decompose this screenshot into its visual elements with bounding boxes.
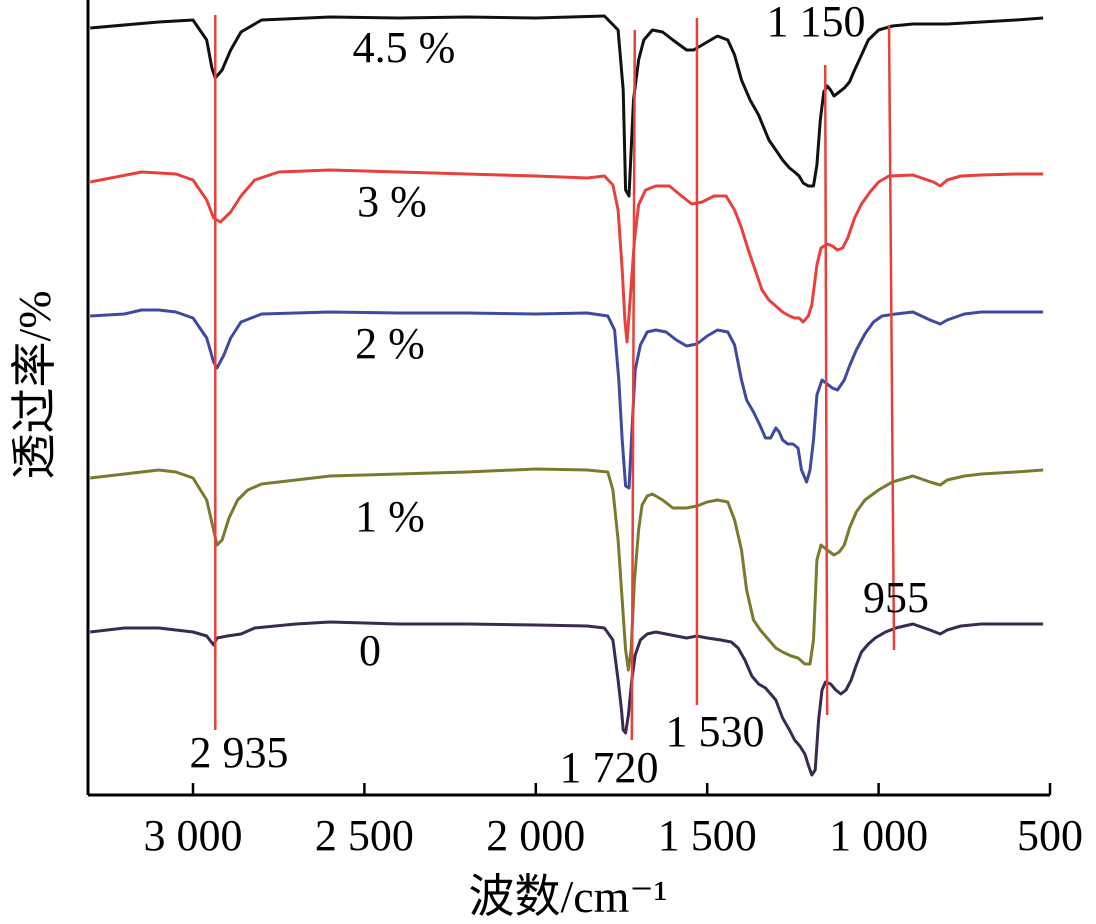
series-label: 3 % (357, 177, 427, 226)
x-tick-label: 1 500 (658, 811, 757, 860)
reference-line-1150 (823, 64, 829, 716)
series-line-1 (89, 168, 1044, 344)
y-axis-title: 透过率/% (9, 290, 60, 479)
x-tick-label: 500 (1017, 811, 1083, 860)
peak-label: 2 935 (190, 728, 289, 777)
x-tick-label: 3 000 (144, 811, 243, 860)
reference-lines (214, 15, 896, 741)
peak-label: 1 720 (560, 743, 659, 792)
series-line-4 (90, 620, 1044, 777)
series-label: 1 % (355, 492, 425, 541)
series-label: 0 (359, 626, 381, 675)
peak-label: 1 530 (666, 707, 765, 756)
series-layer (89, 14, 1044, 777)
peak-label: 955 (863, 573, 929, 622)
series-label: 2 % (355, 319, 425, 368)
series-line-3 (90, 467, 1044, 672)
x-tick-label: 2 500 (315, 811, 414, 860)
series-line-0 (90, 14, 1044, 198)
x-ticks: 3 000 2 500 2 000 1 500 1 000 500 (144, 783, 1083, 860)
peak-label: 1 150 (767, 0, 866, 46)
series-line-2 (90, 308, 1044, 490)
axes (86, 0, 1050, 797)
x-tick-label: 1 000 (829, 811, 928, 860)
reference-line-1720 (630, 29, 637, 741)
x-axis-title: 波数/cm⁻¹ (468, 871, 667, 922)
x-tick-label: 2 000 (486, 811, 585, 860)
series-label: 4.5 % (353, 23, 456, 72)
reference-line-955 (887, 24, 896, 651)
